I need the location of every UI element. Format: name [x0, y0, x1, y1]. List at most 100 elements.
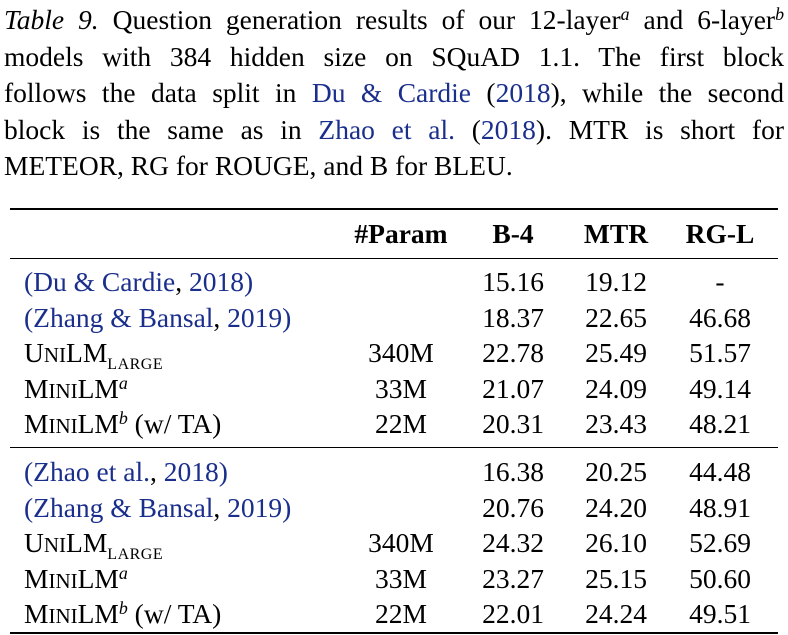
b4-cell: 20.31 [482, 408, 544, 439]
footnote-marker: b [775, 4, 784, 25]
b4-cell: 20.76 [482, 491, 544, 523]
model-name-part: U [24, 337, 44, 368]
citation-link[interactable]: Zhang & Bansal [33, 301, 214, 333]
rgl-cell: 48.91 [689, 491, 751, 523]
caption-text: and 6-layer [629, 4, 776, 35]
table-row: (Zhao et al., 2018) 16.38 20.25 44.48 [0, 454, 788, 490]
mtr-cell: 24.09 [585, 372, 647, 404]
citation-paren: ( [24, 301, 34, 333]
model-variant-suffix: (w/ TA) [127, 598, 222, 629]
footnote-marker: a [620, 4, 630, 25]
citation-separator: , [175, 266, 189, 297]
header-param: #Param [354, 218, 448, 249]
table-row: MINILMb (w/ TA) 22M 22.01 24.24 49.51 [0, 596, 788, 632]
citation-paren: ) [243, 266, 254, 297]
model-name-cell: MINILMa [24, 371, 128, 409]
mtr-cell: 20.25 [585, 456, 647, 487]
param-cell: 33M [375, 562, 427, 594]
model-name-part: INI [48, 378, 78, 403]
table-row: MINILMb (w/ TA) 22M 20.31 23.43 48.21 [0, 406, 788, 442]
caption-line-3: follows the data split in Du & Cardie (2… [4, 75, 784, 112]
citation-link[interactable]: Du & Cardie [311, 77, 471, 108]
param-cell: 33M [375, 372, 427, 404]
rgl-cell: 46.68 [689, 301, 751, 333]
model-name-part: LM [77, 598, 119, 629]
caption-text: ), while the second [550, 77, 784, 108]
model-name-cell: (Zhang & Bansal, 2019) [24, 490, 291, 526]
model-name-cell: MINILMb (w/ TA) [24, 596, 221, 634]
citation-year-link[interactable]: 2018 [495, 77, 551, 108]
table-row: (Du & Cardie, 2018) 15.16 19.12 - [0, 264, 788, 300]
caption-text: ). MTR is short for [535, 113, 784, 145]
param-cell: 340M [368, 337, 434, 368]
mtr-cell: 19.12 [585, 266, 647, 297]
header-b4: B-4 [492, 218, 534, 249]
citation-paren: ) [282, 301, 292, 333]
footnote-marker: a [118, 562, 128, 583]
header-rgl: RG-L [685, 218, 755, 249]
citation-link[interactable]: Du & Cardie [33, 266, 176, 297]
model-name-cell: (Zhang & Bansal, 2019) [24, 300, 291, 336]
model-name-cell: MINILMa [24, 561, 128, 599]
rgl-cell: 49.51 [689, 598, 751, 629]
rgl-cell: 52.69 [689, 527, 751, 558]
table-row: UNILMLARGE 340M 24.32 26.10 52.69 [0, 525, 788, 563]
caption-text: Question generation results of our 12-la… [112, 4, 621, 35]
table-row: (Zhang & Bansal, 2019) 20.76 24.20 48.91 [0, 490, 788, 526]
model-name-cell: UNILMLARGE [24, 525, 163, 563]
b4-cell: 15.16 [482, 266, 544, 297]
b4-cell: 22.01 [482, 598, 544, 629]
model-variant-suffix: (w/ TA) [127, 408, 222, 439]
model-size-subscript: LARGE [107, 356, 164, 374]
caption-line-5: METEOR, RG for ROUGE, and B for BLEU. [4, 150, 513, 181]
rgl-cell: 44.48 [689, 456, 751, 487]
table-row: UNILMLARGE 340M 22.78 25.49 51.57 [0, 335, 788, 374]
model-name-part: M [24, 372, 49, 404]
model-name-part: M [24, 598, 49, 629]
param-cell: 22M [375, 598, 427, 629]
table-row: MINILMa 33M 23.27 25.15 50.60 [0, 561, 788, 597]
block-separator-rule [10, 447, 778, 448]
mtr-cell: 24.20 [585, 491, 647, 523]
rgl-cell: 49.14 [689, 372, 751, 404]
citation-link[interactable]: Zhao et al. [33, 456, 150, 487]
model-name-cell: MINILMb (w/ TA) [24, 406, 221, 444]
citation-link[interactable]: Zhang & Bansal [33, 491, 214, 523]
mtr-cell: 22.65 [585, 301, 647, 333]
mtr-cell: 26.10 [585, 527, 647, 558]
citation-link[interactable]: Zhao et al. [318, 113, 455, 145]
footnote-marker: a [118, 372, 128, 393]
b4-cell: 23.27 [482, 562, 544, 594]
model-name-part: INI [48, 568, 78, 593]
citation-year-link[interactable]: 2019 [227, 301, 283, 333]
model-name-cell: (Zhao et al., 2018) [24, 454, 228, 490]
mtr-cell: 25.49 [585, 337, 647, 368]
model-name-part: M [24, 562, 49, 594]
citation-separator: , [150, 456, 164, 487]
param-cell: 340M [368, 527, 434, 558]
rgl-cell: 48.21 [689, 408, 751, 439]
model-name-part: LM [77, 562, 119, 594]
model-size-subscript: LARGE [107, 546, 164, 564]
caption-text: ( [471, 77, 496, 108]
caption-label: Table 9. [4, 4, 99, 35]
caption-line-4: block is the same as in Zhao et al. (201… [4, 112, 784, 149]
b4-cell: 22.78 [482, 337, 544, 368]
caption-line-1: Table 9. Question generation results of … [4, 2, 784, 39]
citation-paren: ) [282, 491, 292, 523]
b4-cell: 18.37 [482, 301, 544, 333]
citation-separator: , [213, 301, 228, 333]
citation-year-link[interactable]: 2018 [163, 456, 219, 487]
citation-separator: , [213, 491, 228, 523]
table-row: (Zhang & Bansal, 2019) 18.37 22.65 46.68 [0, 300, 788, 336]
citation-year-link[interactable]: 2019 [227, 491, 283, 523]
b4-cell: 16.38 [482, 456, 544, 487]
rgl-cell: 51.57 [689, 337, 751, 368]
rgl-cell: - [715, 266, 725, 297]
citation-year-link[interactable]: 2018 [188, 266, 244, 297]
mtr-cell: 25.15 [585, 562, 647, 594]
citation-year-link[interactable]: 2018 [480, 113, 536, 145]
caption-text: ( [454, 113, 481, 145]
caption-text: follows the data split in [4, 77, 312, 108]
model-name-part: LM [66, 527, 108, 558]
